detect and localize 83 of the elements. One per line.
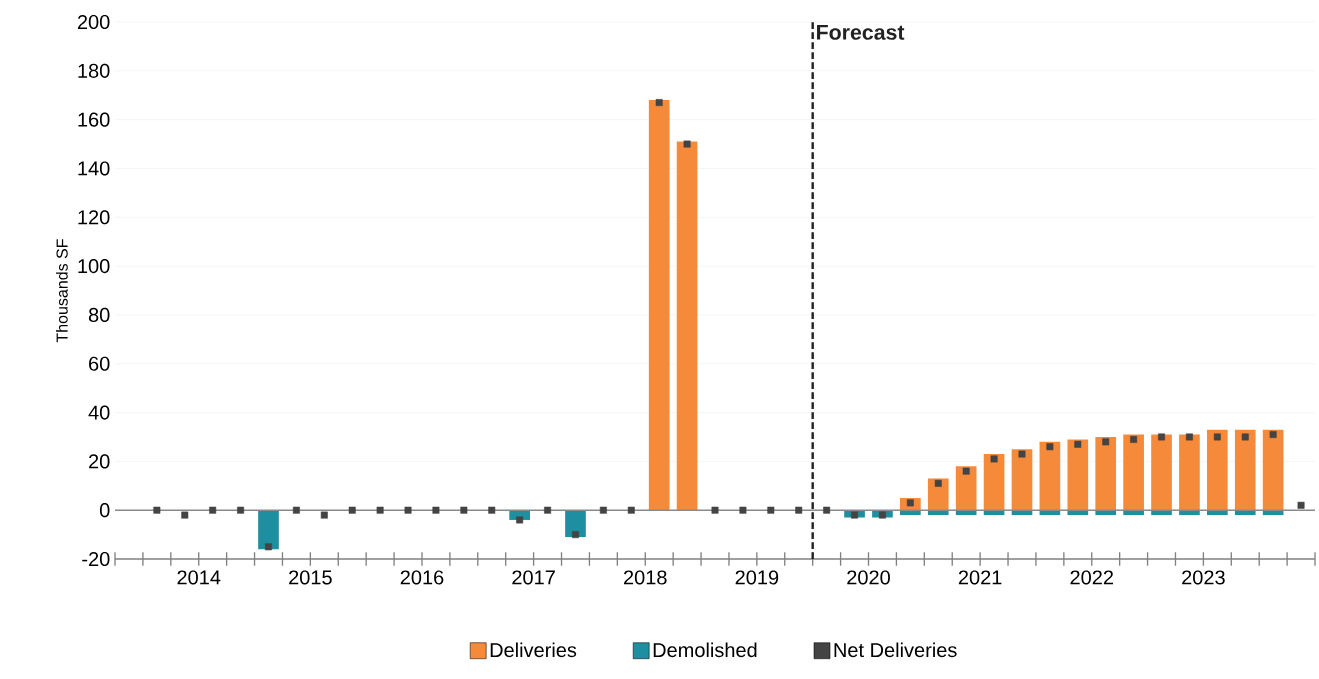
point — [376, 506, 384, 514]
point — [1102, 438, 1110, 446]
legend-label: Net Deliveries — [834, 642, 957, 658]
bar — [1151, 434, 1172, 511]
point — [209, 506, 217, 514]
point — [348, 506, 356, 514]
point — [488, 506, 496, 514]
y-tick-label: 200 — [77, 14, 110, 30]
point — [320, 511, 328, 519]
y-tick-label: 40 — [88, 405, 110, 420]
point — [823, 506, 831, 514]
bar — [1067, 439, 1089, 511]
point — [851, 511, 859, 519]
point — [1074, 440, 1082, 448]
point — [404, 506, 412, 514]
point — [292, 506, 300, 514]
point — [153, 506, 161, 514]
point — [181, 511, 189, 519]
point — [544, 506, 552, 514]
bar — [955, 466, 977, 511]
bar — [1011, 449, 1033, 511]
ref-line-label: Forecast — [817, 24, 905, 40]
point — [1046, 443, 1054, 451]
point — [1213, 433, 1221, 441]
y-tick-label: -20 — [82, 551, 110, 567]
y-tick-label: 100 — [78, 259, 110, 274]
point — [1130, 435, 1138, 443]
y-tick-label: 180 — [78, 63, 110, 78]
point — [962, 467, 970, 475]
point — [1241, 433, 1249, 441]
y-tick-label: 0 — [99, 503, 110, 518]
point — [711, 506, 719, 514]
x-tick-label: 2015 — [289, 570, 332, 585]
point — [627, 506, 635, 514]
bar — [1123, 434, 1144, 511]
y-tick-label: 140 — [78, 161, 110, 176]
bar — [676, 141, 698, 511]
x-tick-label: 2014 — [177, 570, 221, 585]
point — [655, 99, 663, 107]
point — [934, 479, 942, 487]
point — [1158, 433, 1165, 441]
point — [1297, 501, 1305, 509]
point — [767, 506, 775, 514]
bar — [258, 510, 279, 550]
x-tick-label: 2016 — [400, 570, 444, 585]
point — [990, 455, 998, 463]
y-tick-label: 120 — [78, 210, 110, 225]
y-axis-title: Thousands SF — [56, 239, 68, 343]
y-tick-label: 60 — [89, 356, 110, 371]
point — [516, 516, 524, 524]
point — [1185, 433, 1193, 441]
x-tick-label: 2019 — [735, 570, 779, 585]
point — [572, 531, 579, 539]
bar — [1039, 441, 1061, 511]
x-tick-label: 2018 — [624, 570, 667, 585]
point — [460, 506, 468, 514]
point — [878, 511, 886, 519]
y-tick-label: 20 — [89, 454, 110, 469]
point — [1269, 431, 1277, 438]
x-tick-label: 2023 — [1182, 570, 1225, 585]
point — [237, 506, 245, 514]
bar — [983, 454, 1005, 511]
bar — [1234, 429, 1256, 511]
x-tick-label: 2022 — [1070, 570, 1113, 585]
point — [432, 506, 440, 514]
point — [683, 140, 691, 148]
x-tick-label: 2017 — [512, 570, 555, 585]
point — [599, 506, 607, 514]
y-tick-label: 160 — [78, 112, 110, 127]
legend-label: Deliveries — [490, 642, 577, 658]
bar — [1179, 434, 1200, 511]
y-tick-label: 80 — [88, 307, 110, 322]
x-tick-label: 2021 — [958, 570, 1002, 585]
bar — [1262, 429, 1284, 511]
x-tick-label: 2020 — [847, 570, 890, 585]
point — [265, 543, 272, 551]
point — [1018, 450, 1026, 458]
bar — [1095, 436, 1117, 511]
bar — [1207, 429, 1228, 511]
bar — [648, 100, 670, 511]
legend-label: Demolished — [653, 642, 757, 658]
point — [739, 506, 747, 514]
point — [795, 506, 803, 514]
